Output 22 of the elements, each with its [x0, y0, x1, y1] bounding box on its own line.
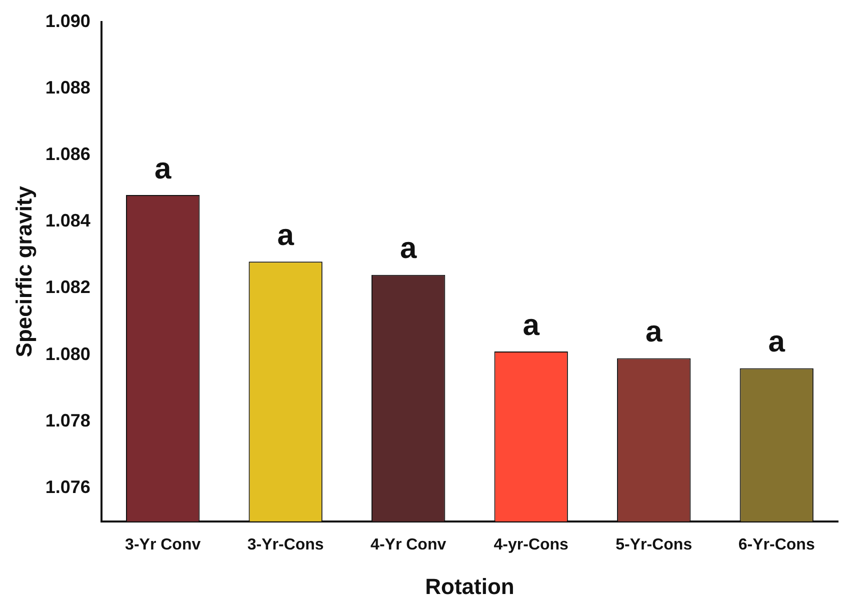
- y-axis-title: Specirfic gravity: [11, 185, 36, 358]
- annotation: a: [522, 308, 540, 342]
- x-tick-label: 4-yr-Cons: [494, 536, 569, 554]
- y-tick-label: 1.090: [45, 10, 90, 31]
- y-tick-label: 1.088: [45, 77, 90, 98]
- y-tick-label: 1.076: [45, 477, 90, 498]
- annotation: a: [400, 232, 417, 266]
- y-tick-label: 1.086: [45, 144, 90, 164]
- y-tick-label: 1.080: [45, 344, 90, 364]
- x-tick-label: 3-Yr Conv: [125, 536, 201, 554]
- x-axis-title: Rotation: [425, 574, 514, 599]
- x-tick-label: 5-Yr-Cons: [616, 536, 692, 554]
- y-tick-label: 1.082: [45, 277, 90, 298]
- annotation: a: [768, 325, 786, 358]
- annotation: a: [646, 315, 663, 348]
- annotation: a: [277, 218, 294, 252]
- annotation: a: [154, 152, 172, 186]
- y-tick-label: 1.084: [45, 210, 90, 231]
- x-tick-label: 6-Yr-Cons: [738, 536, 815, 554]
- x-tick-label: 3-Yr-Cons: [247, 536, 324, 554]
- x-tick-label: 4-Yr Conv: [370, 536, 446, 554]
- y-tick-label: 1.078: [45, 410, 90, 430]
